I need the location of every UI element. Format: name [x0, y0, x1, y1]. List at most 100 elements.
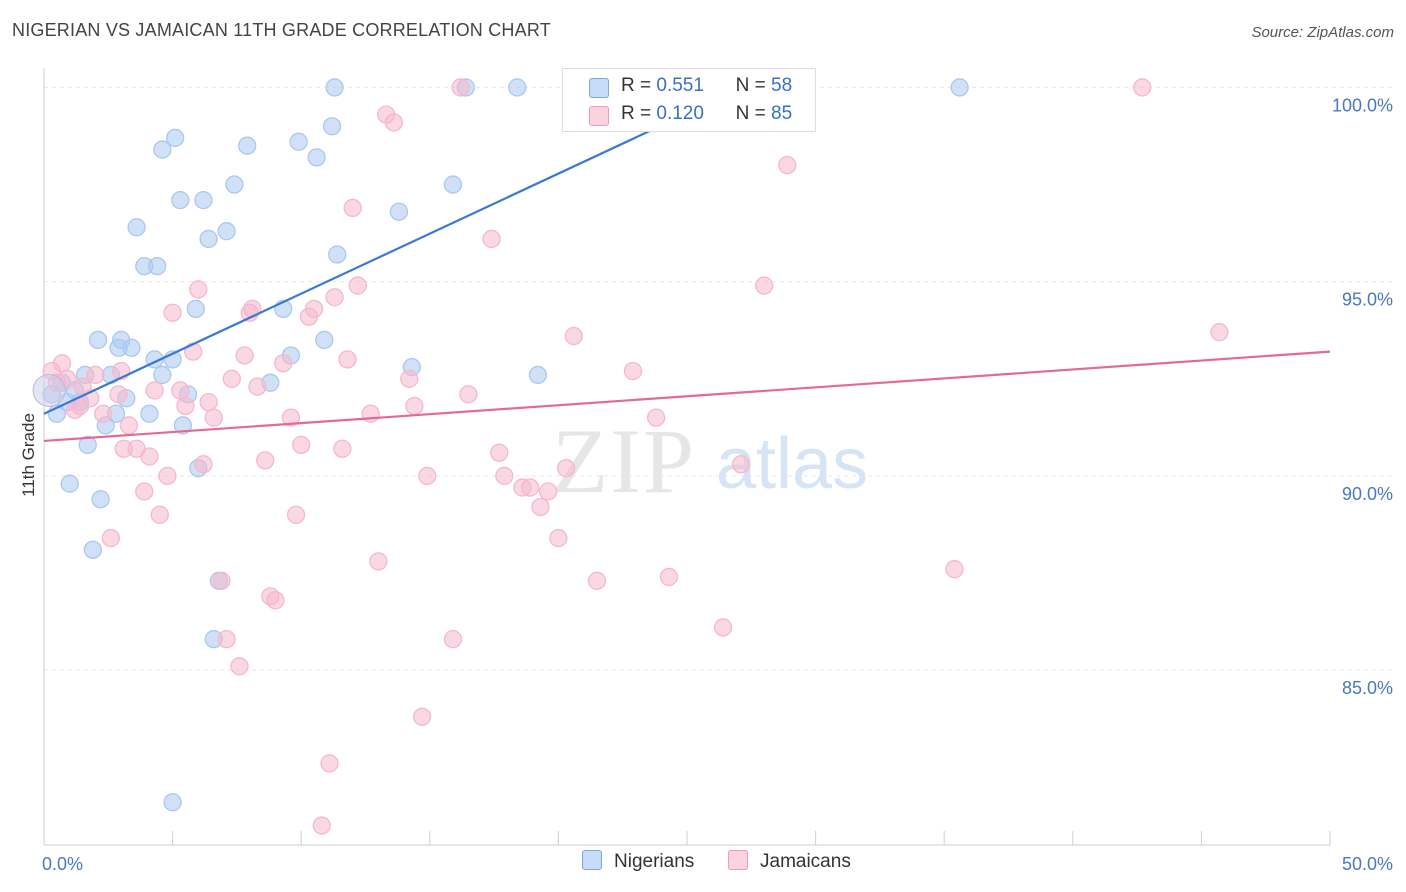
data-point	[443, 629, 463, 649]
data-point	[412, 707, 432, 726]
data-point	[274, 354, 293, 373]
trend-line-nigerians	[43, 82, 752, 415]
y-tick-label: 90.0%	[1342, 484, 1393, 504]
data-point	[1133, 78, 1152, 97]
series-jamaicans	[42, 78, 1229, 835]
data-point	[528, 365, 547, 385]
data-point	[322, 117, 342, 136]
data-point	[212, 571, 231, 590]
stats-legend-row-jamaicans: R = 0.120 N = 85	[563, 101, 815, 129]
y-axis-title: 11th Grade	[19, 413, 38, 497]
data-point	[83, 540, 103, 559]
y-tick-label: 95.0%	[1342, 290, 1393, 310]
chart-source: Source: ZipAtlas.com	[1251, 24, 1394, 41]
data-point	[1210, 323, 1229, 342]
legend-label: Nigerians	[614, 851, 695, 872]
data-point	[325, 78, 344, 97]
data-point	[166, 128, 185, 148]
r-label: R =	[621, 75, 652, 96]
data-point	[281, 408, 301, 427]
data-point	[86, 365, 105, 385]
data-point	[176, 396, 195, 416]
data-point	[145, 381, 164, 400]
data-point	[292, 435, 311, 454]
data-point	[109, 385, 128, 404]
data-point	[731, 455, 751, 474]
n-value: 58	[771, 75, 793, 96]
data-point	[304, 299, 324, 319]
data-point	[564, 326, 583, 346]
data-point	[235, 346, 254, 365]
data-point	[91, 490, 110, 509]
data-point	[60, 474, 79, 493]
data-point	[490, 443, 509, 462]
stats-legend: R = 0.551 N = 58 R = 0.120 N = 85	[562, 68, 816, 132]
data-point	[109, 338, 128, 357]
chart-title: NIGERIAN VS JAMAICAN 11TH GRADE CORRELAT…	[12, 20, 551, 40]
jamaicans-swatch	[589, 106, 609, 126]
label-layer: 100.0% 95.0% 90.0% 85.0% 0.0% 50.0% 11th Grade	[19, 95, 1393, 874]
data-point	[238, 136, 257, 155]
data-point	[119, 416, 139, 435]
data-point	[266, 591, 285, 610]
data-point	[713, 618, 733, 637]
data-point	[451, 78, 470, 97]
data-point	[52, 354, 72, 373]
r-value: 0.120	[656, 103, 704, 124]
data-point	[217, 629, 236, 649]
data-point	[135, 482, 154, 501]
data-point	[459, 385, 478, 404]
data-point	[153, 140, 172, 159]
x-tick-label: 50.0%	[1342, 854, 1393, 874]
data-point	[230, 657, 249, 676]
data-point	[88, 330, 108, 350]
data-point	[153, 365, 172, 385]
data-point	[945, 560, 964, 579]
r-value: 0.551	[656, 75, 704, 96]
data-point	[531, 497, 550, 517]
data-point	[94, 404, 113, 423]
data-point	[405, 396, 424, 416]
data-point	[333, 439, 352, 458]
data-point	[163, 303, 182, 322]
data-point	[369, 552, 388, 571]
data-point	[659, 567, 679, 587]
data-point	[338, 350, 357, 369]
n-value: 85	[771, 103, 793, 124]
data-point	[384, 113, 403, 132]
data-point	[150, 505, 169, 524]
data-point	[173, 416, 193, 435]
data-point	[163, 793, 182, 812]
data-point	[127, 218, 146, 237]
data-point	[508, 78, 527, 97]
data-point	[204, 408, 223, 427]
data-point	[148, 256, 167, 276]
data-point	[189, 280, 208, 299]
watermark-zip: ZIP	[552, 410, 696, 512]
data-point	[623, 361, 643, 381]
data-point	[186, 299, 205, 319]
data-point	[289, 132, 308, 151]
data-point	[400, 369, 419, 388]
jamaicans-swatch	[728, 850, 748, 870]
data-point	[556, 459, 576, 478]
data-point	[646, 408, 666, 427]
data-point	[225, 175, 244, 194]
trend-layer	[43, 82, 1331, 443]
data-point	[307, 148, 326, 167]
legend-item-jamaicans[interactable]: Jamaicans	[728, 850, 851, 873]
data-point	[328, 245, 347, 264]
data-point	[950, 78, 969, 97]
data-point	[194, 190, 213, 210]
legend-item-nigerians[interactable]: Nigerians	[582, 850, 694, 873]
data-point	[222, 369, 241, 388]
data-point	[587, 571, 607, 590]
data-point	[171, 381, 190, 400]
legend-label: Jamaicans	[760, 851, 851, 872]
data-point	[482, 229, 501, 249]
data-point	[184, 342, 203, 361]
data-point	[78, 435, 97, 454]
y-tick-label: 85.0%	[1342, 678, 1393, 698]
watermark: ZIP atlas	[552, 410, 868, 512]
